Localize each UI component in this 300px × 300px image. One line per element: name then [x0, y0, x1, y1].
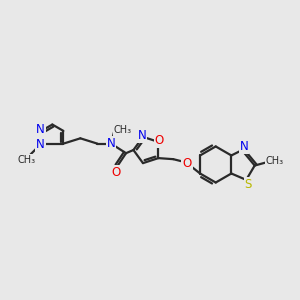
Text: N: N	[36, 138, 45, 151]
Text: N: N	[240, 140, 248, 154]
Text: O: O	[112, 166, 121, 179]
Text: O: O	[182, 157, 192, 170]
Text: N: N	[107, 137, 116, 150]
Text: O: O	[155, 134, 164, 147]
Text: S: S	[244, 178, 252, 190]
Text: N: N	[36, 123, 45, 136]
Text: CH₃: CH₃	[266, 156, 284, 166]
Text: CH₃: CH₃	[114, 125, 132, 135]
Text: CH₃: CH₃	[17, 154, 35, 165]
Text: N: N	[137, 129, 146, 142]
